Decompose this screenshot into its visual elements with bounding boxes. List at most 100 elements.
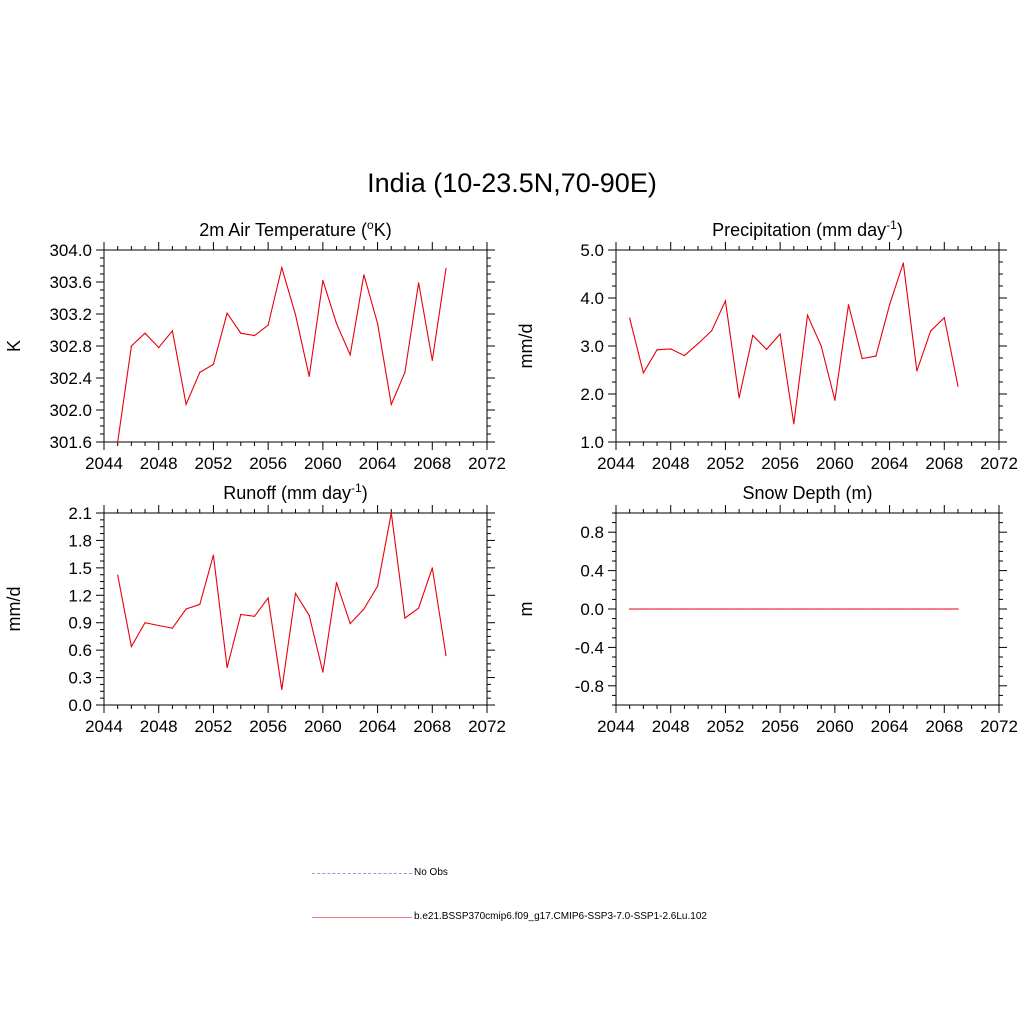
data-point-2069 — [445, 655, 447, 657]
data-point-2061 — [847, 608, 850, 610]
data-point-2049 — [171, 627, 173, 629]
data-point-2059 — [820, 345, 822, 347]
data-point-2067 — [930, 330, 932, 332]
data-point-2058 — [294, 592, 297, 595]
data-point-2065 — [902, 262, 904, 264]
data-point-2049 — [683, 355, 685, 357]
data-point-2062 — [861, 357, 863, 360]
data-point-2063 — [363, 608, 365, 610]
data-point-2063 — [875, 355, 877, 357]
data-point-2068 — [431, 359, 433, 361]
data-point-2047 — [144, 332, 146, 334]
panel-title-tail: ) — [362, 483, 368, 503]
data-point-2066 — [916, 370, 918, 372]
data-point-2050 — [185, 403, 187, 405]
data-point-2066 — [916, 608, 918, 610]
data-point-2052 — [724, 608, 727, 610]
y-tick-label-1-5: 1.5 — [68, 559, 92, 578]
data-point-2062 — [349, 354, 351, 356]
panel-title-tail: K) — [374, 220, 392, 240]
data-point-2068 — [943, 608, 945, 610]
figure-title: India (10-23.5N,70-90E) — [367, 168, 657, 198]
data-point-2058 — [806, 608, 809, 610]
y-tick-label-0-0: 0.0 — [580, 600, 604, 619]
data-point-2052 — [212, 363, 215, 365]
data-point-2055 — [253, 335, 256, 337]
x-tick-label-2056: 2056 — [249, 717, 287, 736]
data-point-2057 — [281, 688, 283, 691]
plot-frame — [615, 249, 1000, 443]
data-point-2056 — [267, 597, 269, 599]
data-point-2067 — [418, 282, 420, 284]
data-point-2069 — [445, 267, 447, 269]
y-axis-label: mm/d — [4, 587, 24, 632]
data-point-2051 — [711, 608, 713, 610]
data-point-2061 — [847, 304, 850, 306]
data-point-2056 — [267, 324, 269, 326]
panel-title-superscript: -1 — [886, 218, 897, 232]
data-point-2047 — [144, 622, 146, 624]
x-tick-label-2052: 2052 — [707, 717, 745, 736]
data-point-2045 — [629, 608, 631, 610]
data-point-2048 — [670, 608, 672, 610]
data-point-2045 — [629, 317, 631, 319]
y-tick-label-0-9: 0.9 — [68, 614, 92, 633]
series-line — [117, 265, 447, 443]
data-point-2052 — [212, 554, 215, 556]
data-point-2048 — [670, 348, 672, 350]
data-point-2062 — [349, 623, 351, 625]
panel-title-superscript: o — [367, 218, 374, 232]
data-point-2050 — [697, 343, 699, 345]
data-point-2062 — [861, 608, 863, 610]
data-point-2049 — [683, 608, 685, 610]
data-point-2066 — [404, 617, 406, 619]
data-point-2052 — [724, 300, 727, 302]
x-tick-label-2048: 2048 — [652, 454, 690, 473]
x-tick-label-2068: 2068 — [925, 454, 963, 473]
data-point-2054 — [752, 608, 754, 610]
series-line — [117, 512, 447, 690]
y-tick-label-0-4: -0.4 — [575, 638, 604, 657]
data-point-2048 — [158, 347, 160, 349]
x-tick-label-2060: 2060 — [304, 717, 342, 736]
data-point-2064 — [376, 323, 379, 325]
data-point-2061 — [335, 581, 338, 584]
series-line — [629, 262, 959, 424]
x-tick-label-2044: 2044 — [597, 454, 635, 473]
data-point-2066 — [404, 371, 406, 373]
panel-title: Precipitation (mm day-1) — [712, 218, 903, 240]
data-point-2051 — [711, 330, 713, 332]
data-point-2051 — [199, 603, 201, 606]
data-point-2053 — [226, 312, 228, 314]
data-point-2053 — [738, 397, 740, 399]
y-tick-label-4-0: 4.0 — [580, 289, 604, 308]
x-tick-label-2060: 2060 — [816, 717, 854, 736]
data-point-2053 — [738, 608, 740, 610]
y-tick-label-303-2: 303.2 — [49, 305, 92, 324]
x-tick-label-2044: 2044 — [85, 454, 123, 473]
y-tick-label-0-0: 0.0 — [68, 696, 92, 715]
data-point-2063 — [363, 274, 365, 276]
y-tick-label-302-8: 302.8 — [49, 337, 92, 356]
data-point-2065 — [902, 608, 904, 610]
data-point-2046 — [642, 372, 644, 374]
data-point-2068 — [943, 317, 945, 319]
x-tick-label-2072: 2072 — [468, 454, 506, 473]
x-tick-label-2052: 2052 — [707, 454, 745, 473]
data-point-2069 — [957, 608, 959, 610]
panel-runoff: Runoff (mm day-1) mm/d 2044 2048 2052 2056 206… — [4, 481, 506, 736]
y-axis-label: m — [516, 602, 536, 617]
y-tick-label-0-6: 0.6 — [68, 641, 92, 660]
panel-title: Snow Depth (m) — [742, 483, 872, 503]
panel-air-temperature: 2m Air Temperature (oK) K 2044 2048 2052 2056… — [4, 218, 506, 473]
y-tick-label-0-8: 0.8 — [580, 523, 604, 542]
y-tick-label-1-0: 1.0 — [580, 433, 604, 452]
y-tick-label-5-0: 5.0 — [580, 241, 604, 260]
data-point-2064 — [888, 304, 891, 306]
y-tick-label-301-6: 301.6 — [49, 433, 92, 452]
y-tick-label-302-0: 302.0 — [49, 401, 92, 420]
data-point-2068 — [431, 567, 433, 569]
data-point-2054 — [752, 334, 754, 337]
x-tick-label-2060: 2060 — [816, 454, 854, 473]
data-point-2069 — [957, 385, 959, 387]
